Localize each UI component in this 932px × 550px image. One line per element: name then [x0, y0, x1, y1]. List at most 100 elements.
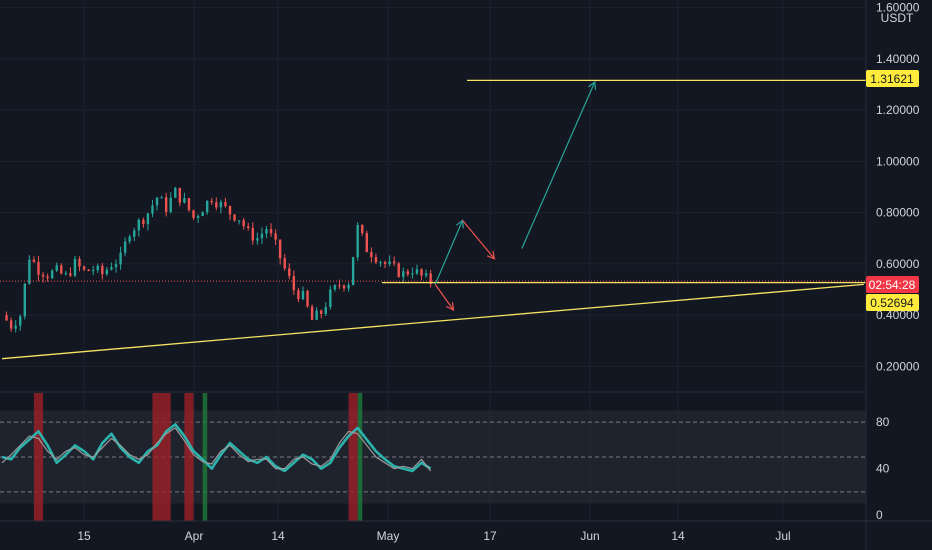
candle-body: [342, 285, 346, 289]
candle-body: [219, 201, 223, 208]
candle-body: [228, 206, 232, 215]
candle-body: [283, 258, 286, 269]
candle-body: [251, 227, 254, 241]
projection-arrow-line: [434, 284, 454, 311]
candle-body: [310, 306, 314, 320]
candle-body: [265, 229, 268, 234]
candle-body: [87, 269, 90, 271]
price-tick-label: 0.40000: [876, 308, 920, 322]
candle-body: [292, 276, 296, 291]
candle-body: [69, 273, 72, 276]
candle-body: [201, 212, 204, 217]
target-price-badge[interactable]: 1.31621: [866, 70, 919, 87]
candle-body: [324, 307, 327, 314]
time-tick-label: May: [377, 529, 400, 543]
candle-body: [101, 265, 104, 275]
candle-body: [242, 220, 245, 227]
candle-body: [160, 197, 163, 199]
candle-body: [50, 270, 54, 279]
price-tick-label: 0.80000: [876, 206, 920, 220]
candle-body: [169, 197, 172, 212]
candle-body: [297, 290, 300, 300]
candle-body: [174, 187, 177, 198]
candle-body: [320, 310, 323, 314]
candle-body: [215, 202, 218, 208]
candle-body: [183, 198, 186, 203]
time-tick-label: 17: [483, 529, 497, 543]
target-price-text: 1.31621: [870, 72, 914, 86]
candle-body: [32, 259, 36, 262]
indicator-tick-label: 80: [876, 415, 890, 429]
candle-body: [19, 316, 22, 326]
price-tick-label: 1.20000: [876, 103, 920, 117]
candle-body: [365, 233, 368, 253]
candle-body: [247, 226, 250, 228]
candle-body: [269, 229, 273, 234]
candle-body: [55, 265, 58, 271]
ascending-trendline: [1, 283, 864, 360]
oscillator-zone: [348, 393, 358, 521]
candle-body: [114, 264, 118, 268]
candle-body: [192, 210, 195, 218]
countdown-text: 02:54:28: [869, 278, 916, 292]
candle-body: [392, 261, 396, 264]
candle-body: [406, 271, 410, 275]
candle-body: [379, 262, 382, 264]
candle-body: [142, 219, 145, 225]
indicator-tick-label: 40: [876, 462, 890, 476]
candle-body: [338, 285, 341, 287]
candle-body: [388, 261, 391, 264]
candle-body: [361, 224, 364, 234]
candle-body: [315, 310, 318, 320]
countdown-badge[interactable]: 02:54:28: [866, 276, 919, 293]
candles-layer: [5, 186, 432, 333]
candle-body: [237, 220, 241, 222]
projection-arrow-line: [462, 219, 495, 260]
time-tick-label: Jun: [580, 529, 599, 543]
candle-body: [256, 238, 259, 241]
candle-body: [155, 197, 159, 206]
time-tick-label: 15: [77, 529, 91, 543]
candle-body: [306, 290, 309, 307]
candle-body: [60, 265, 63, 274]
candle-body: [5, 315, 8, 321]
candle-body: [82, 266, 86, 270]
candle-body: [415, 269, 419, 274]
candle-body: [411, 273, 414, 275]
candle-body: [260, 233, 264, 239]
projection-arrow-line: [434, 220, 464, 285]
candle-body: [383, 262, 387, 264]
candle-body: [288, 268, 291, 277]
candle-body: [429, 273, 432, 284]
candle-body: [14, 325, 17, 329]
candle-body: [301, 290, 305, 300]
support-price-badge[interactable]: 0.52694: [866, 294, 919, 311]
badges-layer: 1.31621 02:54:28 0.52694: [866, 70, 919, 311]
candle-body: [46, 276, 49, 279]
currency-label[interactable]: USDT: [881, 11, 914, 25]
price-tick-label: 1.40000: [876, 52, 920, 66]
candle-body: [133, 230, 136, 237]
oscillator-zone: [202, 393, 208, 521]
support-price-text: 0.52694: [870, 296, 914, 310]
candle-body: [278, 239, 282, 259]
candle-body: [370, 252, 373, 258]
candle-body: [329, 289, 332, 308]
candle-body: [210, 200, 213, 203]
projection-arrow-head: [445, 301, 455, 312]
candle-body: [374, 257, 378, 263]
candle-body: [23, 283, 26, 317]
candle-body: [137, 219, 140, 231]
oscillator-zone: [33, 393, 44, 521]
candle-body: [233, 214, 236, 221]
candle-body: [206, 200, 209, 213]
time-tick-label: Apr: [185, 529, 204, 543]
price-tick-label: 1.60000: [876, 1, 920, 15]
price-tick-label: 0.20000: [876, 359, 920, 373]
candle-body: [105, 269, 109, 275]
candle-body: [164, 197, 168, 212]
candle-body: [151, 205, 154, 214]
